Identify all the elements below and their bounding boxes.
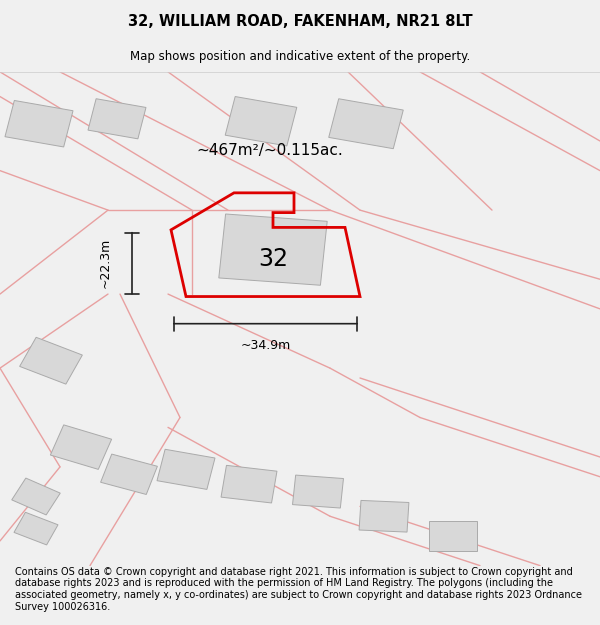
Polygon shape (157, 449, 215, 489)
Text: ~34.9m: ~34.9m (241, 339, 290, 352)
Polygon shape (225, 96, 297, 146)
Polygon shape (329, 99, 403, 149)
Polygon shape (429, 521, 477, 551)
Polygon shape (88, 99, 146, 139)
Polygon shape (12, 478, 60, 515)
Polygon shape (293, 475, 343, 508)
Text: ~22.3m: ~22.3m (98, 238, 112, 288)
Polygon shape (219, 214, 327, 285)
Polygon shape (50, 425, 112, 469)
Text: 32, WILLIAM ROAD, FAKENHAM, NR21 8LT: 32, WILLIAM ROAD, FAKENHAM, NR21 8LT (128, 14, 472, 29)
Text: Map shows position and indicative extent of the property.: Map shows position and indicative extent… (130, 49, 470, 62)
Polygon shape (101, 454, 157, 494)
Polygon shape (14, 512, 58, 545)
Text: Contains OS data © Crown copyright and database right 2021. This information is : Contains OS data © Crown copyright and d… (15, 567, 582, 612)
Polygon shape (221, 466, 277, 503)
Polygon shape (359, 501, 409, 532)
Text: ~467m²/~0.115ac.: ~467m²/~0.115ac. (197, 143, 343, 158)
Polygon shape (20, 338, 82, 384)
Text: 32: 32 (258, 248, 288, 271)
Polygon shape (5, 101, 73, 147)
